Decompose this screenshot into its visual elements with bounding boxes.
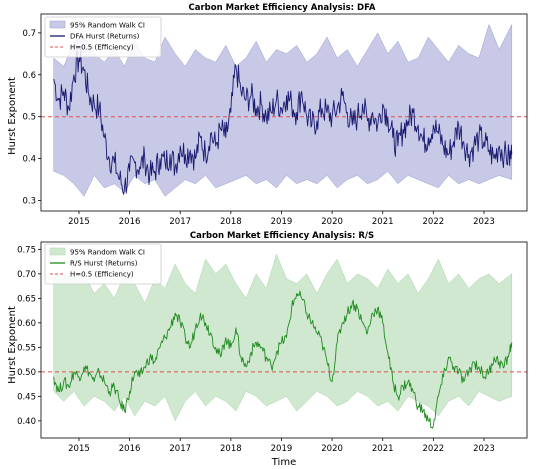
rs-y-ticks: 0.40 0.45 0.50 0.55 0.60 0.65 0.70 0.75 [17,245,41,427]
rs-y-tick-label: 0.65 [17,294,36,304]
dfa-x-tick-label: 2020 [321,217,343,227]
dfa-x-tick-label: 2016 [119,217,141,227]
dfa-x-tick-label: 2019 [271,217,293,227]
rs-legend-box [44,243,162,285]
rs-x-tick-label: 2018 [220,444,242,454]
dfa-x-tick-label: 2018 [220,217,242,227]
dfa-y-ticks: 0.3 0.4 0.5 0.6 0.7 [22,29,41,207]
dfa-ylabel: Hurst Exponent [7,77,18,155]
dfa-legend-swatch-band [49,20,66,29]
dfa-legend-label-ref: H=0.5 (Efficiency) [70,44,134,52]
rs-y-tick-label: 0.50 [17,368,36,378]
dfa-legend: 95% Random Walk CI DFA Hurst (Returns) H… [44,16,162,58]
rs-y-tick-label: 0.55 [17,343,36,353]
dfa-plot-frame [40,13,528,212]
dfa-y-tick-label: 0.5 [22,113,36,123]
rs-y-tick-label: 0.75 [17,245,36,255]
rs-legend-label-ref: H=0.5 (Efficiency) [70,271,134,279]
rs-series-line [53,290,513,429]
dfa-y-tick-label: 0.7 [22,29,36,39]
dfa-x-tick-label: 2015 [68,217,90,227]
rs-x-tick-label: 2019 [271,444,293,454]
dfa-x-tick-label: 2023 [473,217,495,227]
dfa-x-tick-label: 2022 [423,217,445,227]
rs-panel: Carbon Market Efficiency Analysis: R/S H… [7,231,528,468]
rs-legend-label-band: 95% Random Walk CI [70,249,145,257]
rs-x-tick-label: 2021 [372,444,394,454]
rs-legend-swatch-band [49,247,66,256]
dfa-panel: Carbon Market Efficiency Analysis: DFA H… [7,3,528,227]
dfa-x-tick-label: 2021 [372,217,394,227]
dfa-y-tick-label: 0.4 [22,155,36,165]
rs-x-ticks: 2015 2016 2017 2018 2019 2020 2021 2022 2023 [68,438,495,454]
rs-legend: 95% Random Walk CI R/S Hurst (Returns) H… [44,243,162,285]
dfa-y-tick-label: 0.6 [22,71,36,81]
rs-x-tick-label: 2020 [321,444,343,454]
dfa-legend-label-series: DFA Hurst (Returns) [70,33,140,41]
rs-y-tick-label: 0.60 [17,319,36,329]
rs-x-tick-label: 2017 [169,444,191,454]
dfa-legend-label-band: 95% Random Walk CI [70,22,145,30]
dfa-series-line [53,48,513,195]
rs-hurst-line [53,290,513,429]
rs-ylabel: Hurst Exponent [7,306,18,384]
rs-title: Carbon Market Efficiency Analysis: R/S [190,231,374,241]
rs-legend-label-series: R/S Hurst (Returns) [70,260,138,268]
dfa-hurst-line [53,48,513,195]
rs-x-tick-label: 2016 [119,444,141,454]
dfa-y-tick-label: 0.3 [22,197,36,207]
rs-xlabel: Time [271,457,296,468]
rs-x-tick-label: 2015 [68,444,90,454]
rs-plot-frame [40,241,528,439]
rs-x-tick-label: 2023 [473,444,495,454]
rs-y-tick-label: 0.40 [17,417,36,427]
dfa-title: Carbon Market Efficiency Analysis: DFA [189,3,376,13]
dfa-legend-box [44,16,162,58]
rs-x-tick-label: 2022 [423,444,445,454]
rs-y-tick-label: 0.70 [17,270,36,280]
dfa-x-tick-label: 2017 [169,217,191,227]
dfa-x-ticks: 2015 2016 2017 2018 2019 2020 2021 2022 2023 [68,211,495,227]
rs-y-tick-label: 0.45 [17,392,36,402]
